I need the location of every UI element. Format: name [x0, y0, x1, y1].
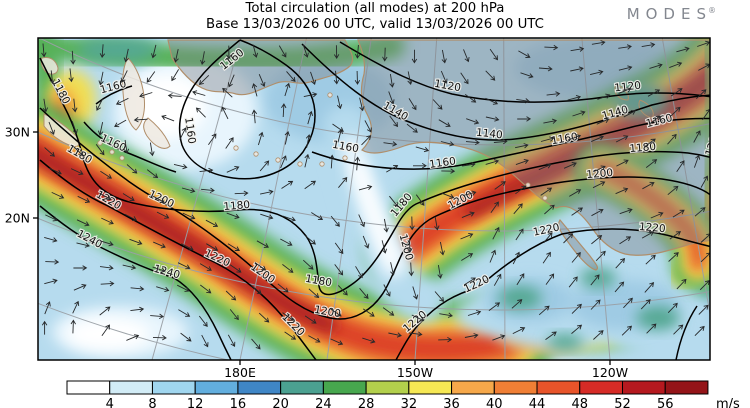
colorbar-tick-label: 56	[657, 397, 674, 408]
registered-mark-icon: ®	[708, 6, 716, 15]
contour-label: 1180	[304, 273, 332, 289]
contour-label: 1200	[703, 129, 723, 158]
colorbar-cell	[408, 380, 453, 395]
x-axis-tick-label: 120W	[592, 365, 628, 380]
height-contours	[39, 39, 710, 360]
colorbar: 4 8 12 16 20 24 28 32 36 40 44 48 52 56 m/s	[66, 380, 740, 408]
colorbar-tick-label: 52	[614, 397, 631, 408]
colorbar-cell	[66, 380, 111, 395]
colorbar-tick-label: 28	[358, 397, 375, 408]
colorbar-tick-label: 8	[148, 397, 156, 408]
colorbar-tick-label: 4	[106, 397, 114, 408]
coastlines	[40, 39, 710, 271]
colorbar-cell	[151, 380, 196, 395]
colorbar-cell	[194, 380, 239, 395]
contour-label: 1180	[629, 141, 657, 155]
colorbar-cell	[322, 380, 367, 395]
graticule	[38, 38, 710, 360]
colorbar-tick-label: 36	[443, 397, 460, 408]
modes-logo: MODES®	[627, 5, 716, 23]
chart-header: Total circulation (all modes) at 200 hPa…	[206, 1, 544, 32]
colorbar-cell	[493, 380, 538, 395]
contour-label: 1160	[182, 117, 198, 145]
contour-label: 1140	[475, 127, 503, 142]
chart-subtitle: Base 13/03/2026 00 UTC, valid 13/03/2026…	[206, 16, 544, 32]
colorbar-cell	[664, 380, 709, 395]
contour-label: 1160	[550, 131, 578, 147]
colorbar-cell	[280, 380, 324, 395]
contour-label: 1120	[433, 78, 461, 94]
contour-label: 1180	[223, 199, 251, 213]
contour-label: 1220	[638, 221, 666, 235]
x-axis-tick-label: 180E	[224, 365, 256, 380]
chart-title: Total circulation (all modes) at 200 hPa	[245, 1, 505, 16]
colorbar-tick-label: 24	[315, 397, 332, 408]
wind-vectors	[41, 40, 710, 350]
colorbar-cell	[365, 380, 410, 395]
axes: 180E 150W 120W 30N 20N	[5, 125, 628, 381]
colorbar-tick-label: 48	[571, 397, 588, 408]
contour-label: 1120	[614, 80, 642, 95]
contour-label: 1200	[586, 167, 614, 181]
map-frame	[37, 37, 711, 361]
y-axis-tick-label: 30N	[5, 125, 30, 140]
modes-logo-text: MODES	[626, 5, 712, 23]
y-axis-tick-label: 20N	[5, 211, 30, 226]
colorbar-unit: m/s	[716, 397, 740, 408]
x-axis-tick-label: 150W	[397, 365, 433, 380]
colorbar-cell	[621, 380, 666, 395]
colorbar-tick-label: 40	[486, 397, 503, 408]
colorbar-tick-label: 20	[272, 397, 289, 408]
colorbar-cell	[536, 380, 581, 395]
colorbar-tick-label: 44	[529, 397, 546, 408]
colorbar-cell	[451, 380, 495, 395]
contour-label: 1160	[331, 139, 359, 155]
colorbar-tick-label: 16	[230, 397, 247, 408]
colorbar-cell	[109, 380, 153, 395]
colorbar-tick-label: 12	[187, 397, 204, 408]
colorbar-cell	[579, 380, 623, 395]
colorbar-tick-label: 32	[401, 397, 418, 408]
colorbar-cell	[237, 380, 282, 395]
contour-label: 1160	[429, 155, 457, 171]
contour-label: 1200	[313, 304, 341, 320]
